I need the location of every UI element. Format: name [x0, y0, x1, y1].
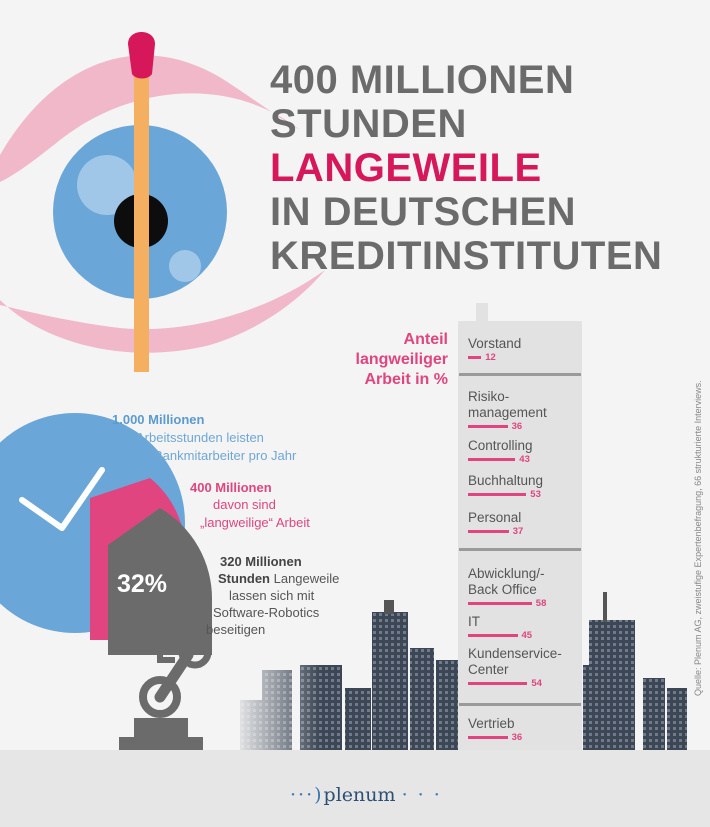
category-label: Back Office [468, 582, 537, 597]
total-hours-text: Arbeitsstunden leisten [136, 430, 264, 445]
boring-hours-text: davon sind [213, 497, 276, 512]
category-label: Personal [468, 510, 522, 525]
automatable-hours-text: beseitigen [206, 622, 266, 637]
chart-title-line: Arbeit in % [364, 371, 448, 388]
data-label: 53 [530, 489, 541, 500]
headline-line-1: 400 MILLIONEN [270, 58, 575, 102]
matchstick [134, 60, 149, 372]
iris-highlight-small [169, 250, 201, 282]
hours-pie [0, 413, 213, 655]
category-label: Buchhaltung [468, 473, 544, 488]
tower-floor-separator [459, 373, 581, 376]
tower-floor-separator [459, 548, 581, 551]
category-label: management [468, 405, 547, 420]
category-label: Center [468, 662, 509, 677]
logo-name: plenum [323, 784, 396, 806]
category-label: Vorstand [468, 336, 522, 351]
clock-hands [19, 467, 105, 531]
bar [468, 634, 518, 637]
match-head [128, 32, 155, 79]
tower-antenna [476, 303, 488, 323]
total-hours-headline: 1.000 Millionen [112, 412, 205, 427]
logo-suffix: · · · [401, 784, 442, 806]
logo-prefix: ···) [290, 784, 324, 806]
headline-line-5: KREDITINSTITUTEN [270, 234, 663, 278]
automatable-hours-text: Software-Robotics [213, 605, 320, 620]
headline-line-2: STUNDEN [270, 102, 467, 146]
automatable-hours-text: Stunden Langeweile [218, 571, 340, 586]
bar [468, 458, 516, 461]
data-label: 36 [511, 421, 523, 432]
tower-floor-separator [459, 703, 581, 706]
bar [468, 682, 528, 685]
bar [468, 425, 508, 428]
pie-automatable-hours [108, 508, 213, 655]
boring-hours-headline: 400 Millionen [190, 480, 272, 495]
category-label: Controlling [468, 438, 533, 453]
skyline-right [583, 592, 687, 750]
bar [468, 493, 527, 496]
chart-title-line: Anteil [403, 331, 448, 348]
data-label: 58 [535, 598, 547, 609]
data-label: 36 [511, 732, 523, 743]
source-note: Quelle: Plenum AG, zweistufige Expertenb… [693, 380, 703, 696]
bank-tower [458, 303, 582, 750]
eye-upper-lid [0, 55, 300, 182]
eye-illustration [0, 32, 325, 372]
headline-line-4: IN DEUTSCHEN [270, 190, 577, 234]
data-label: 43 [519, 454, 530, 465]
data-label: 37 [512, 526, 524, 537]
plenum-logo: ···)plenum · · · [290, 784, 442, 806]
bar [468, 736, 508, 739]
percent-label: 32% [117, 570, 168, 598]
bar [468, 602, 532, 605]
tower-body [458, 321, 582, 750]
total-hours-text: Bankmitarbeiter pro Jahr [154, 448, 297, 463]
category-label: Abwicklung/- [468, 566, 545, 581]
category-label: Kundenservice- [468, 646, 562, 661]
skyline [230, 592, 687, 750]
chart-title-line: langweiliger [355, 351, 448, 368]
category-label: Vertrieb [468, 716, 515, 731]
data-label: 45 [521, 630, 533, 641]
robot-arm-icon [119, 619, 212, 750]
boring-hours-text: „langweilige“ Arbeit [200, 515, 310, 530]
bar [468, 530, 509, 533]
skyline-left [230, 600, 458, 750]
bar [468, 356, 482, 359]
headline-line-3: LANGEWEILE [270, 146, 542, 190]
eye-lower-lid [0, 270, 325, 353]
iris-highlight [77, 155, 137, 215]
chart-title: Anteil langweiliger Arbeit in % [330, 330, 448, 390]
data-label: 12 [485, 352, 496, 363]
footer [0, 750, 710, 827]
automatable-hours-headline: 320 Millionen [220, 554, 302, 569]
category-label: IT [468, 614, 480, 629]
automatable-hours-text: lassen sich mit [229, 588, 315, 603]
data-label: 54 [531, 678, 542, 689]
category-label: Risiko- [468, 389, 510, 404]
